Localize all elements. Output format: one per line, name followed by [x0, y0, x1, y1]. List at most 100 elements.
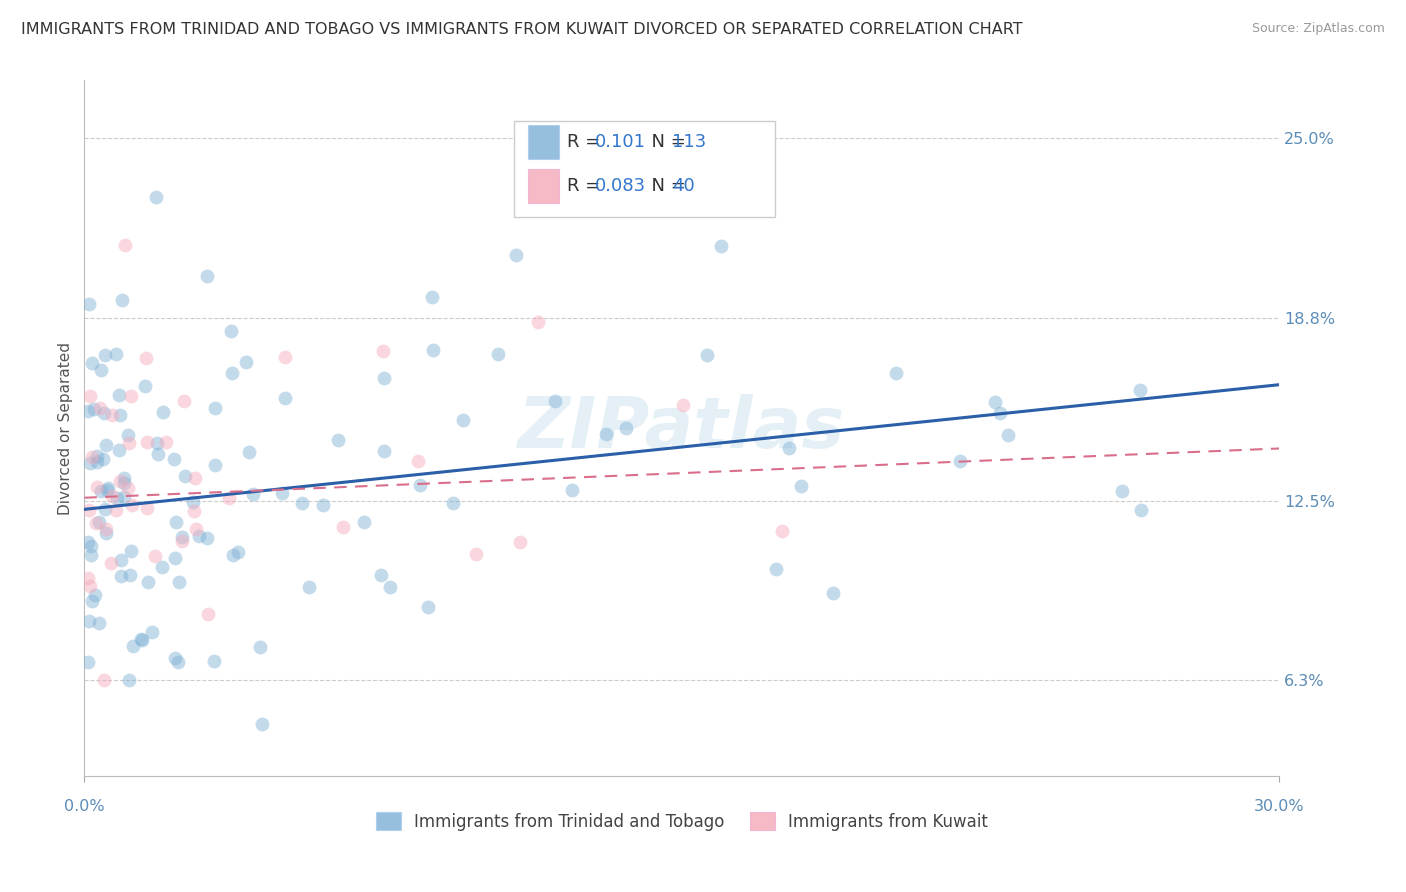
Point	[195, 531, 218, 545]
Text: 30.0%: 30.0%	[1254, 799, 1305, 814]
Point	[77, 404, 100, 418]
Point	[150, 559, 173, 574]
Point	[117, 481, 139, 495]
Text: 40: 40	[672, 177, 695, 194]
Point	[1130, 503, 1153, 517]
Point	[80, 450, 103, 465]
Point	[416, 600, 439, 615]
Point	[821, 586, 844, 600]
Point	[110, 475, 132, 489]
Point	[271, 486, 294, 500]
Point	[110, 569, 132, 583]
Point	[370, 567, 392, 582]
Point	[155, 435, 177, 450]
Point	[765, 562, 787, 576]
Point	[114, 237, 136, 252]
Point	[90, 483, 112, 498]
Point	[778, 441, 800, 455]
Point	[219, 324, 242, 338]
Point	[291, 496, 314, 510]
Point	[83, 402, 105, 417]
Point	[100, 556, 122, 570]
Point	[166, 655, 188, 669]
Point	[86, 455, 108, 469]
Point	[165, 516, 187, 530]
Point	[527, 315, 550, 329]
Point	[184, 522, 207, 536]
Point	[378, 580, 401, 594]
Point	[77, 656, 100, 670]
Point	[89, 616, 111, 631]
Point	[561, 483, 583, 498]
Point	[197, 607, 219, 621]
Point	[110, 408, 132, 422]
Point	[104, 503, 127, 517]
Text: Source: ZipAtlas.com: Source: ZipAtlas.com	[1251, 22, 1385, 36]
Point	[93, 673, 115, 688]
Point	[221, 366, 243, 380]
Point	[595, 426, 617, 441]
Point	[373, 371, 395, 385]
Text: N =: N =	[640, 177, 692, 194]
Point	[89, 401, 111, 415]
Point	[136, 501, 159, 516]
Point	[409, 478, 432, 492]
Point	[112, 471, 135, 485]
Legend: Immigrants from Trinidad and Tobago, Immigrants from Kuwait: Immigrants from Trinidad and Tobago, Imm…	[370, 805, 994, 838]
Point	[118, 436, 141, 450]
Point	[422, 343, 444, 358]
Point	[222, 549, 245, 563]
Point	[122, 639, 145, 653]
Point	[170, 530, 193, 544]
Text: 0.0%: 0.0%	[65, 799, 104, 814]
Point	[93, 406, 115, 420]
Text: R =: R =	[567, 177, 606, 194]
Point	[77, 534, 100, 549]
Point	[353, 515, 375, 529]
Point	[202, 655, 225, 669]
Point	[170, 533, 193, 548]
Point	[120, 389, 142, 403]
Point	[112, 490, 135, 504]
Point	[80, 355, 103, 369]
Point	[96, 483, 118, 498]
Point	[121, 499, 143, 513]
Text: 113: 113	[672, 133, 707, 152]
Point	[672, 398, 695, 412]
Point	[163, 452, 186, 467]
Point	[273, 350, 295, 364]
Point	[89, 515, 111, 529]
Point	[884, 366, 907, 380]
Point	[1111, 483, 1133, 498]
Point	[77, 615, 100, 629]
Text: 0.101: 0.101	[595, 133, 647, 152]
Point	[152, 404, 174, 418]
Point	[79, 457, 101, 471]
Point	[110, 293, 132, 307]
Point	[543, 393, 565, 408]
Point	[94, 526, 117, 541]
Point	[101, 409, 124, 423]
Point	[77, 571, 100, 585]
Point	[91, 452, 114, 467]
Point	[117, 428, 139, 442]
Point	[79, 389, 101, 403]
Point	[505, 248, 527, 262]
Point	[129, 632, 152, 647]
Point	[141, 625, 163, 640]
Point	[1129, 384, 1152, 398]
Point	[80, 549, 103, 563]
Point	[789, 478, 811, 492]
Text: N =: N =	[640, 133, 692, 152]
Point	[204, 401, 226, 415]
Point	[183, 504, 205, 518]
Point	[273, 391, 295, 405]
Point	[218, 491, 240, 506]
Point	[80, 539, 103, 553]
Point	[80, 594, 103, 608]
Point	[238, 445, 260, 459]
Point	[614, 420, 637, 434]
Point	[148, 447, 170, 461]
Text: 0.083: 0.083	[595, 177, 647, 194]
Text: ZIPatlas: ZIPatlas	[519, 393, 845, 463]
